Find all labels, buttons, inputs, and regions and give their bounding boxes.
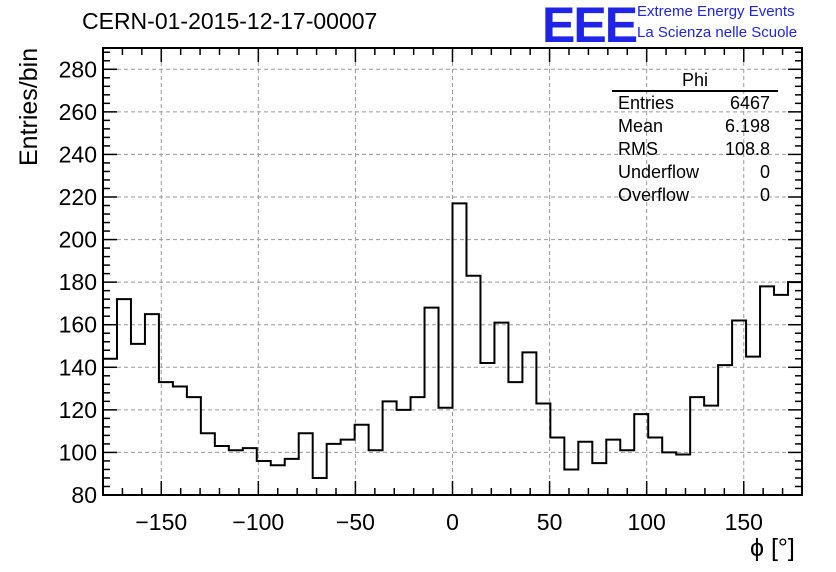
- stats-row-mean: Mean 6.198: [612, 115, 778, 138]
- stats-value: 6467: [729, 93, 770, 113]
- y-tick-label: 120: [59, 397, 97, 423]
- x-tick-label: 150: [725, 509, 763, 535]
- y-tick-label: 200: [59, 227, 97, 253]
- x-tick-label: 50: [537, 509, 563, 535]
- x-tick-label: 100: [627, 509, 665, 535]
- stats-title: Phi: [612, 70, 778, 92]
- stats-box: Phi Entries 6467 Mean 6.198 RMS 108.8 Un…: [612, 70, 778, 207]
- x-tick-label: −50: [336, 509, 375, 535]
- y-axis-label: Entries/bin: [15, 47, 43, 166]
- stats-label: Underflow: [618, 162, 700, 182]
- stats-label: RMS: [618, 139, 658, 159]
- stats-value: 0: [759, 162, 770, 182]
- grid-lines: [103, 48, 802, 495]
- y-tick-label: 220: [59, 184, 97, 210]
- x-axis: −150 −100 −50 0 50 100 150: [102, 48, 803, 535]
- y-tick-label: 160: [59, 312, 97, 338]
- x-tick-label: −150: [135, 509, 187, 535]
- y-tick-label: 80: [71, 482, 97, 508]
- y-tick-label: 280: [59, 56, 97, 82]
- stats-label: Overflow: [618, 185, 690, 205]
- stats-value: 6.198: [724, 116, 770, 136]
- logo-subtitle-line2: La Scienza nelle Scuole: [637, 24, 798, 41]
- y-tick-label: 240: [59, 141, 97, 167]
- x-tick-label: −100: [232, 509, 284, 535]
- y-tick-label: 180: [59, 269, 97, 295]
- stats-value: 108.8: [724, 139, 770, 159]
- run-title: CERN-01-2015-12-17-00007: [82, 8, 378, 34]
- eee-logo: EEE: [542, 0, 638, 53]
- histogram-series-line: [103, 202, 802, 479]
- stats-row-entries: Entries 6467: [612, 92, 778, 115]
- stats-label: Mean: [618, 116, 664, 136]
- stats-label: Entries: [618, 93, 675, 113]
- logo-subtitle-line1: Extreme Energy Events: [637, 3, 795, 20]
- x-axis-label: ϕ [°]: [750, 534, 795, 562]
- y-tick-label: 140: [59, 354, 97, 380]
- y-tick-label: 100: [59, 439, 97, 465]
- x-tick-label: 0: [446, 509, 459, 535]
- stats-row-underflow: Underflow 0: [612, 161, 778, 184]
- stats-row-overflow: Overflow 0: [612, 184, 778, 207]
- stats-value: 0: [759, 185, 770, 205]
- stats-row-rms: RMS 108.8: [612, 138, 778, 161]
- y-tick-label: 260: [59, 99, 97, 125]
- y-axis: 80 100 120 140 160 180 200 220 240 260 280: [59, 51, 802, 508]
